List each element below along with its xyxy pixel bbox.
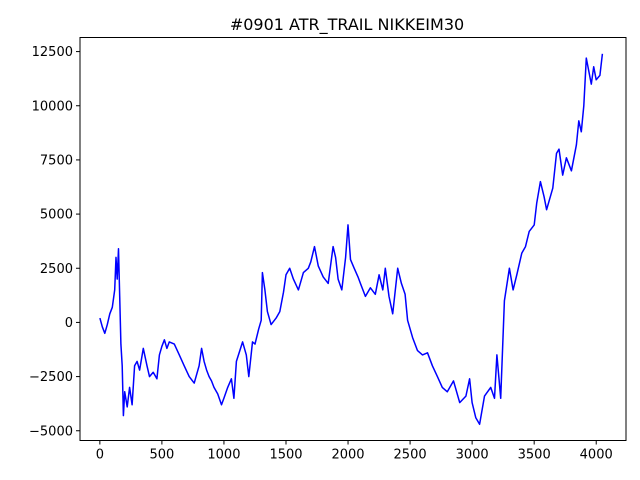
y-tick-label: 12500 xyxy=(32,45,73,60)
y-tick-label: −2500 xyxy=(29,370,73,385)
x-tick-label: 3500 xyxy=(518,448,551,463)
x-tick-label: 2000 xyxy=(331,448,364,463)
x-tick-label: 500 xyxy=(149,448,174,463)
chart-title: #0901 ATR_TRAIL NIKKEIM30 xyxy=(230,15,464,35)
x-tick-label: 2500 xyxy=(394,448,427,463)
y-tick-label: −5000 xyxy=(29,424,73,439)
plot-frame xyxy=(79,37,627,441)
y-tick-label: 10000 xyxy=(32,99,73,114)
series-layer xyxy=(99,53,604,426)
x-tick-label: 1000 xyxy=(207,448,240,463)
y-tick-label: 2500 xyxy=(40,262,73,277)
y-tick-label: 7500 xyxy=(40,153,73,168)
y-tick-label: 0 xyxy=(65,316,73,331)
x-tick-label: 4000 xyxy=(580,448,613,463)
x-tick-label: 1500 xyxy=(269,448,302,463)
y-tick-label: 5000 xyxy=(40,208,73,223)
x-tick-label: 0 xyxy=(96,448,104,463)
series-line xyxy=(99,53,604,426)
x-tick-label: 3000 xyxy=(456,448,489,463)
axis-layer: 0 500 1000 1500 2000 2500 3000 3500 4000 −5000 −25… xyxy=(29,45,613,462)
